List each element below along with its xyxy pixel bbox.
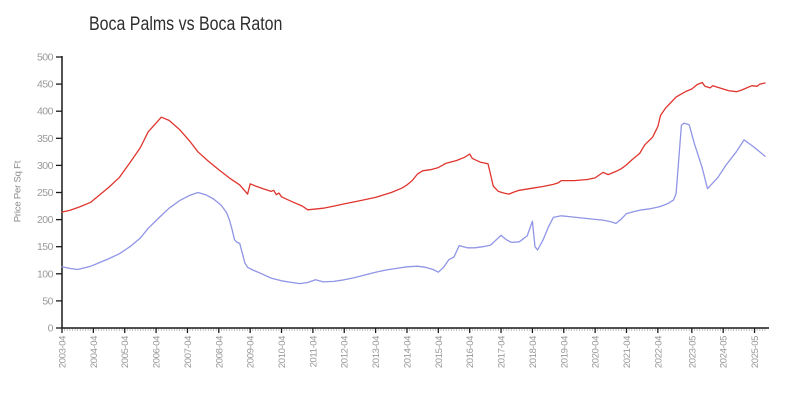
y-tick-label: 300 [37, 160, 54, 172]
x-tick-label: 2020-04 [591, 336, 602, 368]
x-tick-label: 2004-04 [89, 336, 100, 368]
y-tick-label: 200 [37, 214, 54, 226]
x-tick-label: 2022-04 [653, 336, 664, 368]
x-tick-label: 2025-05 [750, 336, 761, 368]
x-tick-label: 2023-05 [687, 336, 698, 368]
x-tick-label: 2024-05 [719, 336, 730, 368]
y-tick-label: 400 [37, 106, 54, 118]
x-tick-label: 2003-04 [58, 336, 69, 368]
x-tick-label: 2016-04 [465, 336, 476, 368]
chart-title: Boca Palms vs Boca Raton [89, 14, 283, 35]
y-tick-label: 350 [37, 133, 54, 145]
x-tick-label: 2008-04 [214, 336, 225, 368]
x-tick-label: 2010-04 [277, 336, 288, 368]
y-tick-label: 50 [42, 295, 53, 307]
x-tick-label: 2007-04 [183, 336, 194, 368]
y-tick-label: 100 [37, 268, 54, 280]
x-tick-label: 2011-04 [308, 336, 319, 367]
blue-series-line [61, 122, 766, 285]
x-tick-label: 2013-04 [371, 336, 382, 368]
x-tick-label: 2017-04 [497, 336, 508, 368]
x-tick-label: 2018-04 [528, 336, 539, 368]
x-tick-label: 2006-04 [152, 336, 163, 368]
y-tick-label: 250 [37, 187, 54, 199]
y-tick-label: 500 [37, 52, 54, 64]
x-tick-label: 2012-04 [340, 336, 351, 368]
y-tick-label: 150 [37, 241, 54, 253]
x-tick-label: 2005-04 [120, 336, 131, 368]
x-tick-label: 2021-04 [622, 336, 633, 368]
red-series-line [61, 81, 766, 213]
x-tick-label: 2015-04 [434, 336, 445, 368]
y-tick-label: 450 [37, 79, 54, 91]
x-tick-label: 2009-04 [246, 336, 257, 368]
x-tick-label: 2019-04 [559, 336, 570, 368]
x-tick-label: 2014-04 [402, 336, 413, 368]
y-tick-label: 0 [48, 323, 54, 335]
